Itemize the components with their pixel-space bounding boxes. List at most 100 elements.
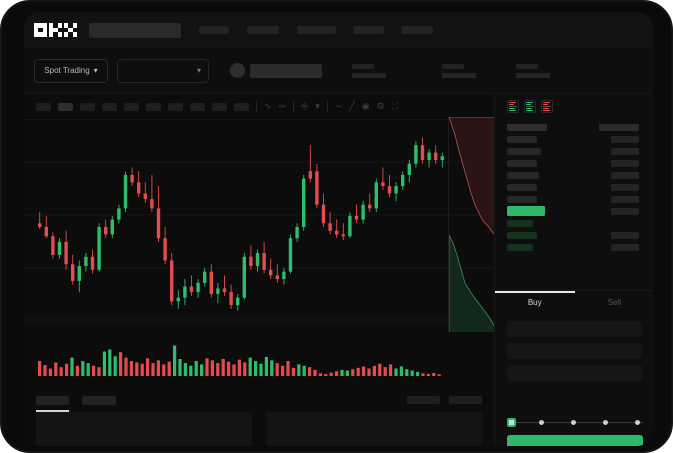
orderbook-mode-bids-icon[interactable] (524, 100, 536, 113)
timeframe-button-8[interactable] (190, 102, 205, 111)
stat-value (442, 72, 476, 78)
nav-item-4[interactable] (354, 26, 384, 34)
nav-item-1[interactable] (199, 26, 229, 34)
toolbar-divider (326, 101, 328, 112)
slider-node-100[interactable] (635, 419, 640, 425)
slider-node-75[interactable] (603, 419, 608, 425)
volume-svg (38, 345, 441, 376)
orderbook[interactable] (495, 119, 653, 253)
trade-tabs: Buy Sell (495, 290, 653, 313)
wave-icon[interactable]: ∼ (334, 101, 343, 111)
depth-chart-overlay[interactable] (448, 117, 500, 342)
candlestick-chart[interactable] (24, 120, 494, 332)
timeframe-button-2[interactable] (58, 102, 73, 111)
orderbook-size (611, 231, 639, 239)
pair-dropdown[interactable]: ▾ (117, 58, 209, 83)
bottom-action-1[interactable] (407, 396, 440, 404)
total-field[interactable] (507, 365, 642, 381)
timeframe-button-7[interactable] (168, 102, 183, 111)
bottom-panel-1[interactable] (36, 412, 252, 446)
logo-letter-x (64, 23, 77, 37)
header-nav (199, 26, 433, 34)
bottom-tabs (24, 388, 494, 412)
orderbook-size (611, 195, 639, 203)
orderbook-header-row (495, 121, 653, 133)
tab-buy[interactable]: Buy (495, 291, 575, 313)
stat-label (516, 63, 538, 69)
pair-bar: Spot Trading ▾ ▾ (24, 48, 653, 94)
ruler-icon[interactable]: ╱ (349, 101, 355, 111)
price-field[interactable] (507, 321, 642, 337)
table-row[interactable] (495, 157, 653, 169)
table-row[interactable] (495, 145, 653, 157)
depth-bid-area (449, 234, 499, 342)
stat-block-3 (516, 63, 550, 78)
stat-label (352, 63, 374, 69)
depth-ask-area (449, 117, 499, 235)
search-input[interactable] (89, 22, 181, 38)
order-form (495, 316, 653, 387)
table-row[interactable] (495, 181, 653, 193)
stat-value (352, 72, 386, 78)
orderbook-size (611, 159, 639, 167)
bottom-panel-2[interactable] (266, 412, 482, 446)
fullscreen-icon[interactable]: ⛶ (391, 101, 399, 111)
orderbook-mode-asks-icon[interactable] (541, 100, 553, 113)
timeframe-button-5[interactable] (124, 102, 139, 111)
amount-field[interactable] (507, 343, 642, 359)
table-row[interactable] (495, 217, 653, 229)
spot-trading-dropdown[interactable]: Spot Trading ▾ (34, 58, 108, 83)
table-row[interactable] (495, 229, 653, 241)
slider-node-25[interactable] (539, 419, 544, 425)
nav-item-5[interactable] (402, 26, 433, 34)
settings-icon[interactable]: ⚙ (376, 101, 385, 111)
orderbook-price (507, 183, 537, 191)
table-row[interactable] (495, 241, 653, 253)
chevron-down-icon: ▾ (196, 66, 201, 75)
stat-block-2 (442, 63, 476, 78)
table-row[interactable] (495, 133, 653, 145)
slider-handle[interactable] (507, 418, 516, 427)
chart-gridlines (24, 161, 494, 321)
nav-item-2[interactable] (247, 26, 279, 34)
table-row[interactable] (495, 169, 653, 181)
orderbook-size (611, 135, 639, 143)
line-chart-icon[interactable]: ∾ (278, 101, 287, 111)
nav-item-3[interactable] (297, 26, 336, 34)
orderbook-price (507, 195, 537, 203)
slider-node-50[interactable] (571, 419, 576, 425)
bottom-action-2[interactable] (449, 396, 482, 404)
last-price-highlight (507, 206, 545, 216)
stat-block-1 (352, 63, 386, 78)
tab-order-history[interactable] (82, 395, 116, 405)
volume-chart[interactable] (24, 332, 494, 388)
last-price-row[interactable] (495, 205, 653, 217)
orderbook-price (507, 243, 533, 251)
orderbook-mode-mixed-icon[interactable] (507, 100, 519, 113)
okx-logo[interactable] (34, 23, 77, 37)
timeframe-button-6[interactable] (146, 102, 161, 111)
camera-icon[interactable]: ◉ (361, 101, 370, 111)
spot-trading-label: Spot Trading (44, 66, 90, 75)
table-row[interactable] (495, 193, 653, 205)
timeframe-button-1[interactable] (36, 102, 51, 111)
stat-value (516, 72, 550, 78)
timeframe-button-10[interactable] (234, 102, 249, 111)
app-screen: Spot Trading ▾ ▾ (24, 12, 653, 446)
right-sidebar: Buy Sell (494, 94, 653, 446)
tab-sell[interactable]: Sell (607, 298, 621, 307)
percent-slider[interactable] (507, 416, 643, 428)
candlestick-chart-icon[interactable]: ∿ (264, 101, 272, 111)
timeframe-button-4[interactable] (102, 102, 117, 111)
logo-letter-o (34, 23, 47, 37)
pair-price (250, 63, 322, 78)
timeframe-button-3[interactable] (80, 102, 95, 111)
submit-order-button[interactable] (507, 435, 643, 446)
indicators-icon[interactable]: ⎆ (301, 101, 309, 111)
tab-open-orders[interactable] (36, 395, 69, 412)
timeframe-button-9[interactable] (212, 102, 227, 111)
orderbook-size (611, 171, 639, 179)
bottom-panels (24, 412, 494, 446)
chevron-down-icon[interactable]: ▾ (315, 101, 320, 111)
